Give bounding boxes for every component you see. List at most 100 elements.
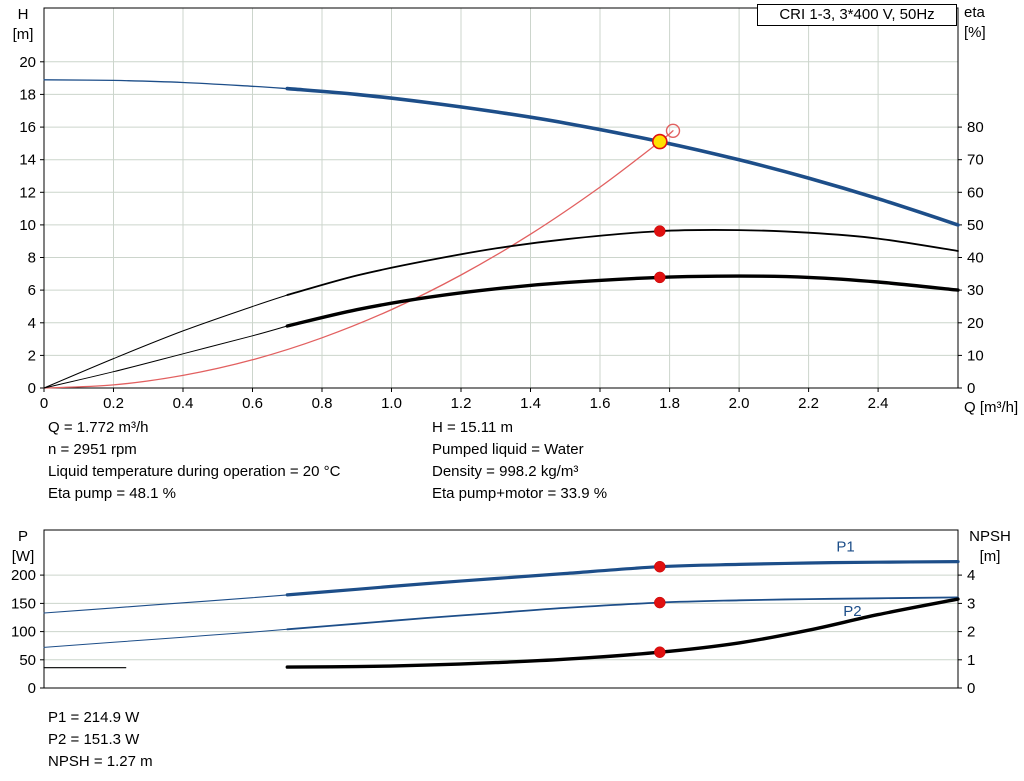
p1-curve-thin-path <box>43 594 288 614</box>
info-pumped-liquid: Pumped liquid = Water <box>432 441 584 458</box>
p-axis-label: P [W] <box>2 527 44 567</box>
npsh-axis-label-line1: NPSH <box>969 528 1011 545</box>
info-liquid-temp: Liquid temperature during operation = 20… <box>48 463 341 480</box>
info-density: Density = 998.2 kg/m³ <box>432 463 579 480</box>
p2-curve-label: P2 <box>843 603 861 620</box>
y-left-tick-label: 0 <box>28 680 36 697</box>
x-tick-label: 1.4 <box>520 395 541 412</box>
y-left-tick-label: 50 <box>19 652 36 669</box>
y-right-tick-label: 2 <box>967 624 975 641</box>
pump-curve <box>43 79 960 227</box>
info-eta-pump-motor: Eta pump+motor = 33.9 % <box>432 485 608 502</box>
p-axis-label-line1: P <box>17 528 28 545</box>
y-left-tick-label: 18 <box>19 86 36 103</box>
npsh-curve-path <box>285 597 960 669</box>
x-tick-label: 0.4 <box>173 395 194 412</box>
y-left-tick-label: 4 <box>28 315 36 332</box>
y-right-tick-label: 70 <box>967 152 984 169</box>
p2-curve-thin-path <box>43 628 288 648</box>
p1-point-marker <box>654 560 666 573</box>
eta-pump-curve <box>43 228 959 389</box>
p2-point-marker <box>654 596 666 609</box>
pump-curve-thin-path <box>43 79 288 90</box>
info-h: H = 15.11 m <box>432 419 514 436</box>
x-tick-label: 0.8 <box>312 395 333 412</box>
y-right-tick-label: 4 <box>967 567 975 584</box>
x-tick-label: 1.2 <box>451 395 472 412</box>
pump-performance-chart: 0 0.2 0.4 0.6 0.8 1.0 1.2 1.4 1.6 1.8 2.0 2.2 2.4 0 2 4… <box>19 7 984 412</box>
p1-curve-path <box>285 560 960 597</box>
p2-curve <box>43 596 959 648</box>
y-left-tick-label: 14 <box>19 152 36 169</box>
plot-border <box>43 529 959 689</box>
y-left-tick-label: 2 <box>28 347 36 364</box>
x-tick-label: 1.8 <box>659 395 680 412</box>
q-axis-label: Q [m³/h] <box>964 399 1019 416</box>
info-p2: P2 = 151.3 W <box>48 731 140 748</box>
y-right-tick-label: 40 <box>967 250 984 267</box>
npsh-point-marker <box>654 646 666 658</box>
y-left-tick-label: 8 <box>28 250 36 267</box>
y-left-tick-label: 150 <box>11 595 36 612</box>
x-tick-label: 1.6 <box>590 395 611 412</box>
y-left-tick-label: 6 <box>28 282 36 299</box>
info-p1: P1 = 214.9 W <box>48 709 140 726</box>
eta-pump-motor-curve <box>43 274 960 389</box>
h-axis-label-line2: [m] <box>12 26 34 43</box>
y-right-tick-label: 30 <box>967 282 984 299</box>
info-npsh: NPSH = 1.27 m <box>48 753 153 770</box>
y-left-tick-label: 0 <box>28 380 36 397</box>
y-left-tick-label: 200 <box>11 567 36 584</box>
y-right-tick-label: 0 <box>967 680 975 697</box>
y-right-tick-label: 3 <box>967 595 975 612</box>
info-eta-pump: Eta pump = 48.1 % <box>48 485 176 502</box>
eta-axis-label-line2: [%] <box>964 24 986 41</box>
y-right-tick-label: 1 <box>967 652 975 669</box>
p1-curve <box>43 560 960 614</box>
info-q: Q = 1.772 m³/h <box>48 419 149 436</box>
eta-pump-motor-point-marker <box>654 271 666 284</box>
p-axis-label-line2: [W] <box>11 548 35 565</box>
y-right-tick-label: 10 <box>967 347 984 364</box>
open-circle-marker <box>665 123 681 139</box>
eta-pump-curve-thin-path <box>43 294 288 389</box>
eta-axis-label: eta [%] <box>964 3 1020 43</box>
x-tick-label: 0.6 <box>242 395 263 412</box>
x-tick-label: 2.2 <box>798 395 819 412</box>
p2-curve-path <box>286 596 959 631</box>
info-n: n = 2951 rpm <box>48 441 137 458</box>
h-axis-label-line1: H <box>17 6 29 23</box>
y-left-tick-label: 10 <box>19 217 36 234</box>
npsh-curve <box>285 597 960 669</box>
x-tick-label: 0.2 <box>103 395 124 412</box>
y-left-tick-label: 12 <box>19 184 36 201</box>
h-axis-label: H [m] <box>2 5 44 45</box>
eta-pump-point-marker <box>654 225 666 237</box>
duty-info-left: Q = 1.772 m³/h n = 2951 rpm Liquid tempe… <box>48 417 340 505</box>
y-right-tick-label: 50 <box>967 217 984 234</box>
duty-point-marker <box>651 133 668 150</box>
system-curve <box>43 130 674 389</box>
eta-pump-motor-curve-path <box>285 274 960 328</box>
eta-pump-motor-curve-thin-path <box>43 325 288 389</box>
y-right-tick-label: 80 <box>967 119 984 136</box>
eta-axis-label-line1: eta <box>964 4 985 21</box>
y-right-tick-label: 0 <box>967 380 975 397</box>
npsh-axis-label: NPSH [m] <box>958 527 1022 567</box>
y-left-tick-label: 16 <box>19 119 36 136</box>
p1-curve-label: P1 <box>836 538 854 555</box>
y-right-tick-label: 60 <box>967 184 984 201</box>
x-tick-label: 1.0 <box>381 395 402 412</box>
duty-info-right: H = 15.11 m Pumped liquid = Water Densit… <box>432 417 607 505</box>
npsh-axis-label-line2: [m] <box>979 548 1001 565</box>
x-tick-label: 2.4 <box>868 395 889 412</box>
y-left-tick-label: 100 <box>11 624 36 641</box>
x-tick-label: 0 <box>40 395 48 412</box>
y-left-tick-label: 20 <box>19 54 36 71</box>
power-npsh-chart: 0 50 100 150 200 0 1 2 3 4 P1 P2 <box>11 529 975 697</box>
x-tick-label: 2.0 <box>729 395 750 412</box>
eta-pump-curve-path <box>286 228 959 296</box>
y-right-tick-label: 20 <box>967 315 984 332</box>
